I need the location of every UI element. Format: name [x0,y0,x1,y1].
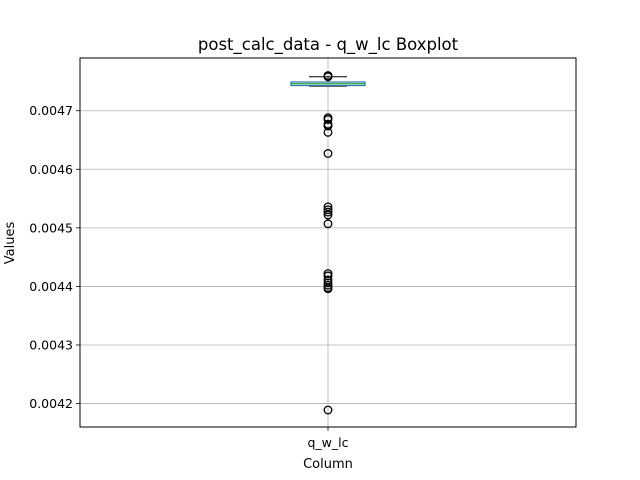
x-tick-label: q_w_lc [307,435,348,450]
outlier-point [323,278,333,288]
outlier-point [323,284,333,294]
outlier-point [323,269,333,278]
x-axis-label: Column [303,457,353,472]
y-tick-label: 0.0045 [29,220,73,235]
y-tick-label: 0.0047 [29,103,73,118]
x-axis-ticks: q_w_lc [307,427,349,450]
outlier-point [323,72,333,82]
y-tick-label: 0.0042 [29,396,73,411]
y-tick-label: 0.0043 [29,338,73,353]
outlier-point [323,405,333,415]
y-tick-label: 0.0044 [29,279,73,294]
y-axis-label: Values [3,222,18,265]
outlier-point [323,205,333,215]
outlier-point [323,210,333,220]
chart-title: post_calc_data - q_w_lc Boxplot [198,35,459,55]
outlier-point [323,280,333,290]
box-layer [290,76,366,87]
y-tick-label: 0.0046 [29,162,73,177]
outlier-point [323,149,333,158]
outlier-point [323,127,333,137]
outlier-point [323,219,333,229]
outlier-point [323,121,333,131]
outlier-point [323,115,333,124]
outlier-point [323,207,333,217]
outlier-layer [323,71,333,415]
y-axis-ticks: 0.0042 0.0043 0.0044 0.0045 0.0046 0.0047 [29,103,80,411]
